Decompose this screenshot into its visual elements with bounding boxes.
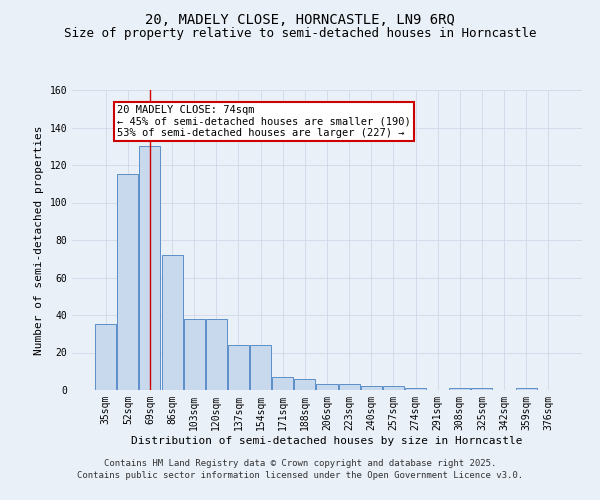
Text: 20 MADELY CLOSE: 74sqm
← 45% of semi-detached houses are smaller (190)
53% of se: 20 MADELY CLOSE: 74sqm ← 45% of semi-det… <box>117 105 410 138</box>
Text: Contains HM Land Registry data © Crown copyright and database right 2025.
Contai: Contains HM Land Registry data © Crown c… <box>77 459 523 480</box>
Bar <box>295 379 316 390</box>
Bar <box>95 324 116 390</box>
Bar <box>316 384 338 390</box>
X-axis label: Distribution of semi-detached houses by size in Horncastle: Distribution of semi-detached houses by … <box>131 436 523 446</box>
Bar <box>272 377 293 390</box>
Bar <box>184 319 205 390</box>
Bar <box>449 388 470 390</box>
Bar <box>361 386 382 390</box>
Bar <box>206 319 227 390</box>
Text: 20, MADELY CLOSE, HORNCASTLE, LN9 6RQ: 20, MADELY CLOSE, HORNCASTLE, LN9 6RQ <box>145 12 455 26</box>
Bar <box>338 384 359 390</box>
Y-axis label: Number of semi-detached properties: Number of semi-detached properties <box>34 125 44 355</box>
Bar <box>515 388 536 390</box>
Bar <box>383 386 404 390</box>
Bar <box>118 174 139 390</box>
Bar <box>161 255 182 390</box>
Bar <box>405 388 426 390</box>
Bar <box>228 345 249 390</box>
Bar <box>472 388 493 390</box>
Bar <box>250 345 271 390</box>
Bar <box>139 146 160 390</box>
Text: Size of property relative to semi-detached houses in Horncastle: Size of property relative to semi-detach… <box>64 28 536 40</box>
